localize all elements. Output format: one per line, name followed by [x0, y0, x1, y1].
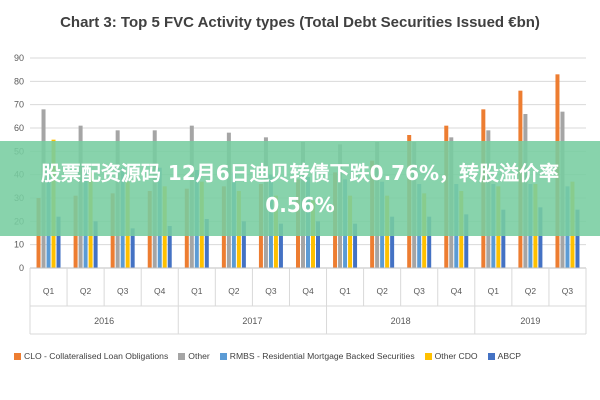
- y-tick-label: 90: [14, 53, 24, 63]
- y-tick-label: 10: [14, 240, 24, 250]
- bar: [278, 223, 283, 268]
- bar: [575, 209, 580, 268]
- x-tick-label: Q1: [339, 286, 351, 296]
- bar: [353, 223, 358, 268]
- bar: [167, 226, 172, 268]
- bar: [93, 221, 98, 268]
- legend-item: CLO - Collateralised Loan Obligations: [14, 351, 168, 361]
- legend-swatch: [14, 352, 21, 360]
- legend-swatch: [487, 352, 495, 360]
- bar: [204, 219, 209, 268]
- legend-label: ABCP: [497, 351, 522, 361]
- chart-legend: CLO - Collateralised Loan Obligations Oth…: [14, 351, 594, 361]
- legend-item: Other: [178, 351, 210, 361]
- overlay-banner: 股票配资源码 12月6日迪贝转债下跌0.76%，转股溢价率0.56%: [0, 141, 600, 236]
- legend-label: Other: [188, 351, 210, 361]
- x-tick-label: Q2: [376, 286, 388, 296]
- legend-label: CLO - Collateralised Loan Obligations: [24, 351, 169, 361]
- bar: [390, 216, 395, 268]
- x-tick-label: Q3: [117, 286, 129, 296]
- bar: [316, 221, 320, 268]
- x-tick-label: Q1: [191, 286, 203, 296]
- x-tick-label: Q1: [488, 286, 500, 296]
- legend-label: Other CDO: [434, 351, 478, 361]
- overlay-banner-text: 股票配资源码 12月6日迪贝转债下跌0.76%，转股溢价率0.56%: [40, 160, 560, 217]
- x-tick-label: Q4: [451, 286, 463, 296]
- legend-item: ABCP: [487, 351, 522, 361]
- x-tick-label: Q4: [154, 286, 166, 296]
- bar: [464, 214, 469, 268]
- x-tick-label: Q2: [525, 286, 537, 296]
- bar: [56, 216, 61, 268]
- x-tick-label: Q3: [414, 286, 426, 296]
- bar: [538, 207, 543, 268]
- bar: [241, 221, 246, 268]
- bar: [427, 216, 432, 268]
- legend-item: Other CDO: [424, 351, 478, 361]
- y-tick-label: 60: [14, 123, 24, 133]
- year-label: 2019: [520, 316, 540, 326]
- legend-item: RMBS - Residential Mortgage Backed Secur…: [219, 351, 415, 361]
- year-label: 2017: [242, 316, 262, 326]
- x-tick-label: Q1: [43, 286, 55, 296]
- y-tick-label: 70: [14, 100, 24, 110]
- year-label: 2016: [94, 316, 114, 326]
- y-tick-label: 0: [19, 263, 24, 273]
- x-tick-label: Q4: [302, 286, 314, 296]
- chart-title: Chart 3: Top 5 FVC Activity types (Total…: [60, 14, 540, 31]
- bar: [501, 209, 506, 268]
- y-tick-label: 80: [14, 76, 24, 86]
- legend-swatch: [424, 352, 432, 360]
- legend-swatch: [219, 352, 227, 360]
- x-tick-label: Q2: [228, 286, 240, 296]
- bar: [130, 228, 135, 268]
- x-tick-label: Q2: [80, 286, 92, 296]
- x-tick-label: Q3: [562, 286, 574, 296]
- x-tick-label: Q3: [265, 286, 277, 296]
- legend-swatch: [178, 352, 186, 360]
- legend-label: RMBS - Residential Mortgage Backed Secur…: [229, 351, 415, 361]
- year-label: 2018: [391, 316, 411, 326]
